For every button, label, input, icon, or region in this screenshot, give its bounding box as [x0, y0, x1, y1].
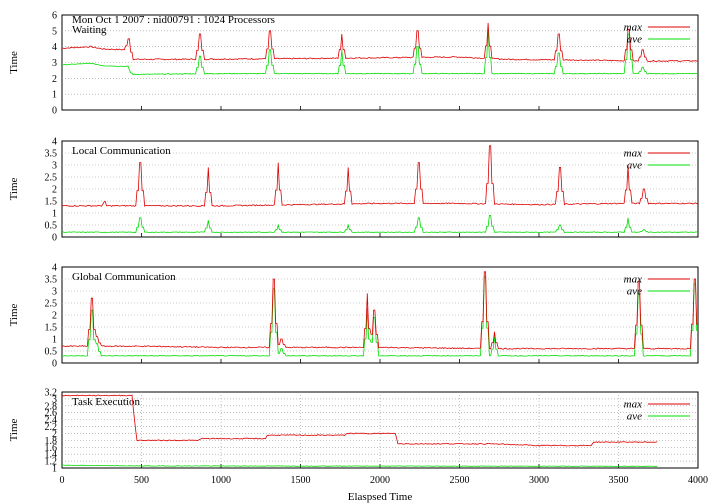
- y-tick-label: 3: [52, 161, 57, 172]
- legend-label: ave: [627, 411, 642, 423]
- legend-label: max: [624, 148, 642, 160]
- page-title: Mon Oct 1 2007 : nid00791 : 1024 Process…: [72, 14, 275, 26]
- y-tick-label: 5: [52, 26, 57, 37]
- y-axis-label: Time: [8, 51, 20, 74]
- y-tick-label: 1.6: [45, 443, 58, 454]
- y-tick-label: 1.5: [45, 197, 58, 208]
- x-tick-label: 1500: [291, 475, 311, 486]
- series-line-ave: [61, 215, 699, 233]
- x-tick-label: 4000: [688, 475, 708, 486]
- y-tick-label: 0.5: [45, 221, 58, 232]
- legend-label: ave: [627, 160, 642, 172]
- panel-title: Local Communication: [72, 145, 171, 157]
- legend-label: max: [624, 274, 642, 286]
- y-tick-label: 4: [52, 42, 57, 53]
- y-tick-label: 2: [52, 429, 57, 440]
- y-tick-label: 3.2: [45, 388, 58, 399]
- y-tick-label: 0: [52, 359, 57, 370]
- legend-label: ave: [627, 34, 642, 46]
- chart-panel-2: 00.511.522.533.54 Time Local Communication…: [8, 137, 699, 244]
- panel-title: Global Communication: [72, 271, 176, 283]
- y-tick-label: 2.5: [45, 173, 58, 184]
- x-tick-label: 3500: [609, 475, 629, 486]
- y-axis-label: Time: [8, 418, 20, 441]
- y-tick-label: 3.5: [45, 149, 58, 160]
- y-tick-label: 1: [52, 209, 57, 220]
- y-tick-label: 3: [52, 394, 57, 405]
- y-tick-label: 3: [52, 287, 57, 298]
- y-tick-label: 2: [52, 311, 57, 322]
- series-line-max: [61, 394, 658, 447]
- chart-panel-3: 00.511.522.533.54 Time Global Communicatio…: [8, 263, 699, 370]
- y-tick-label: 2.6: [45, 408, 58, 419]
- legend-label: max: [624, 399, 642, 411]
- y-tick-label: 2.8: [45, 401, 58, 412]
- legend-label: ave: [627, 286, 642, 298]
- series-line-ave: [61, 464, 658, 467]
- series-line-max: [61, 22, 699, 62]
- x-tick-label: 2000: [370, 475, 390, 486]
- x-tick-label: 2500: [450, 475, 470, 486]
- y-tick-label: 2.2: [45, 422, 58, 433]
- y-tick-label: 1.2: [45, 457, 58, 468]
- y-axis-label: Time: [8, 303, 20, 326]
- y-tick-label: 0: [52, 233, 57, 244]
- y-tick-label: 0.5: [45, 347, 58, 358]
- y-tick-label: 1: [52, 335, 57, 346]
- y-tick-label: 4: [52, 263, 57, 274]
- series-line-ave: [61, 27, 699, 76]
- y-axis-label: Time: [8, 177, 20, 200]
- panel-title: Task Execution: [72, 396, 140, 408]
- y-tick-label: 4: [52, 137, 57, 148]
- x-axis-label: Elaspsed Time: [348, 491, 413, 503]
- chart-panel-4: 11.21.41.61.822.22.42.62.833.2 Time Task E…: [8, 388, 708, 487]
- y-tick-label: 1: [52, 90, 57, 101]
- y-tick-label: 6: [52, 11, 57, 22]
- y-tick-label: 2: [52, 74, 57, 85]
- x-tick-label: 1000: [211, 475, 231, 486]
- x-tick-label: 3000: [529, 475, 549, 486]
- y-tick-label: 1.4: [45, 450, 58, 461]
- series-line-max: [61, 145, 699, 207]
- plot-frame: [61, 391, 699, 469]
- y-tick-label: 2.4: [45, 415, 58, 426]
- y-tick-label: 2: [52, 185, 57, 196]
- legend-label: max: [624, 22, 642, 34]
- series-line-ave: [62, 276, 698, 357]
- x-tick-label: 500: [134, 475, 149, 486]
- y-tick-label: 2.5: [45, 299, 58, 310]
- y-tick-label: 1.5: [45, 323, 58, 334]
- y-tick-label: 3.5: [45, 275, 58, 286]
- y-tick-label: 1: [52, 464, 57, 475]
- panel-title: Waiting: [72, 24, 107, 36]
- y-tick-label: 3: [52, 58, 57, 69]
- x-tick-label: 0: [60, 475, 65, 486]
- series-line-max: [61, 271, 698, 350]
- y-tick-label: 1.8: [45, 436, 58, 447]
- y-tick-label: 0: [52, 106, 57, 117]
